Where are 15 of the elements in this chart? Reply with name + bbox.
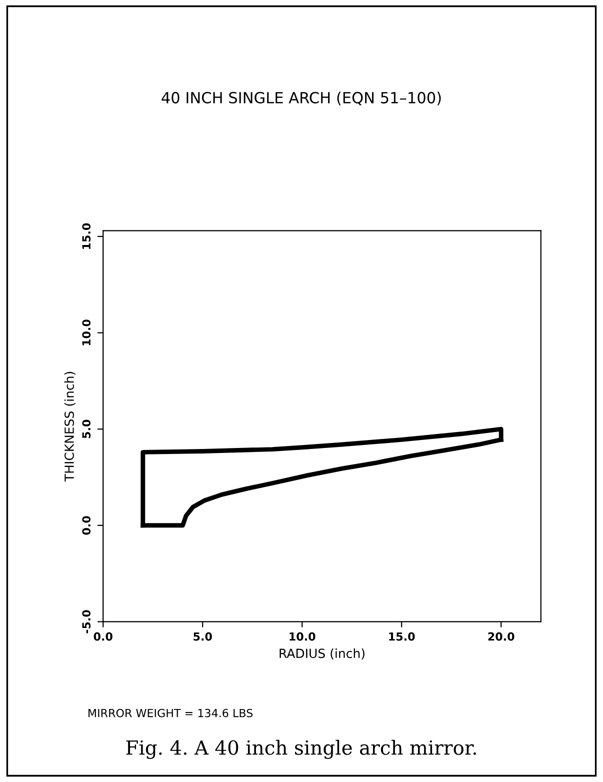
y-tick-label: 15.0 bbox=[82, 223, 91, 249]
text: MIRROR WEIGHT = 134.6 LBS bbox=[88, 708, 253, 718]
x-tick-label: 10.0 bbox=[290, 632, 316, 641]
y-axis-title: THICKNESS (inch) bbox=[64, 372, 76, 482]
x-tick-label: 20.0 bbox=[488, 632, 514, 641]
x-axis-title: RADIUS (inch) bbox=[280, 648, 364, 660]
y-tick-label: 10.0 bbox=[82, 320, 91, 346]
caption: Fig. 4. A 40 inch single arch mirror. bbox=[126, 740, 476, 759]
x-tick-label: 5.0 bbox=[194, 632, 212, 641]
y-tick-label: -5.0 bbox=[82, 610, 91, 634]
x-tick-label: 0.0 bbox=[94, 632, 112, 641]
y-tick-label: 0.0 bbox=[82, 516, 91, 535]
y-tick-label: 5.0 bbox=[82, 420, 91, 438]
chart-title: 40 INCH SINGLE ARCH (EQN 51–100) bbox=[162, 92, 441, 106]
x-tick-label: 15.0 bbox=[389, 632, 415, 641]
